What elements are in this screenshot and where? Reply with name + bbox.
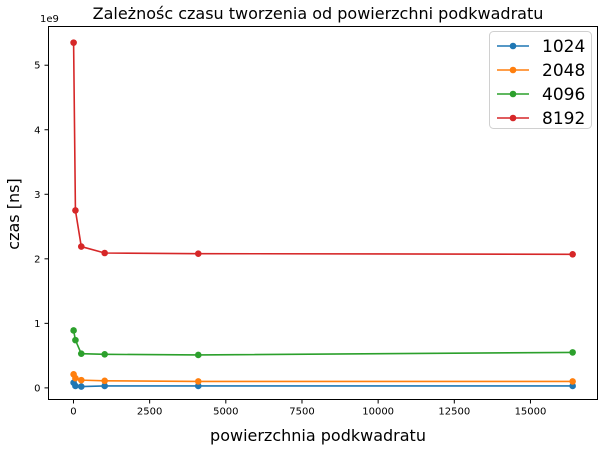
data-point-2048 [101, 377, 108, 385]
series-line-8192 [72, 42, 573, 256]
data-point-1024 [194, 382, 202, 390]
plot-frame [48, 26, 598, 400]
x-tick-label: 7500 [289, 407, 314, 418]
x-axis-label: powierzchnia podkwadratu [210, 426, 426, 445]
y-tick-label: 1 [34, 319, 40, 330]
data-point-4096 [72, 336, 79, 344]
data-point-2048 [77, 376, 85, 384]
data-point-8192 [194, 250, 202, 257]
x-tick-label: 2500 [137, 407, 162, 418]
legend: 1024 2048 4096 8192 [489, 31, 592, 129]
x-tick-label: 10000 [362, 407, 394, 418]
data-point-8192 [77, 243, 85, 250]
data-point-4096 [77, 350, 85, 357]
legend-swatch-marker [509, 114, 517, 122]
series-line-1024 [72, 382, 573, 388]
data-point-1024 [101, 382, 108, 390]
plot-area: 0 2500 5000 7500 10000 12500 15000 0 1 2 3 4 5 [34, 39, 576, 418]
data-point-8192 [569, 251, 576, 258]
data-point-4096 [101, 351, 108, 358]
legend-swatch-marker [509, 66, 517, 74]
legend-label: 4096 [542, 85, 585, 105]
x-tick-label: 0 [70, 407, 76, 418]
series-line-2048 [72, 373, 573, 383]
data-point-4096 [70, 327, 77, 334]
legend-label: 2048 [542, 61, 585, 81]
y-tick-label: 4 [34, 125, 40, 136]
y-tick-label: 5 [34, 61, 40, 72]
y-tick-label: 3 [34, 190, 40, 201]
data-point-8192 [72, 207, 79, 214]
x-tick-label: 15000 [515, 407, 547, 418]
data-point-4096 [569, 349, 576, 356]
legend-swatch-marker [509, 90, 517, 98]
y-tick-label: 2 [34, 254, 40, 265]
legend-swatch-marker [509, 42, 517, 50]
y-multiplier-label: 1e9 [40, 14, 59, 25]
series-line-4096 [72, 330, 573, 356]
x-tick-label: 5000 [213, 407, 238, 418]
data-point-1024 [569, 382, 576, 390]
x-tick-label: 12500 [438, 407, 470, 418]
data-point-2048 [72, 374, 79, 382]
data-point-8192 [101, 249, 108, 257]
data-point-1024 [72, 382, 79, 390]
data-point-2048 [569, 378, 576, 385]
legend-label: 1024 [542, 37, 585, 57]
data-point-2048 [194, 378, 202, 385]
data-point-8192 [70, 39, 77, 46]
chart-title: Zależnośc czasu tworzenia od powierzchni… [93, 4, 544, 23]
legend-label: 8192 [542, 109, 585, 129]
y-tick-label: 0 [34, 383, 40, 394]
data-point-4096 [194, 351, 202, 359]
data-point-1024 [77, 383, 85, 390]
legend-box [489, 31, 592, 129]
y-axis-label: czas [ns] [4, 178, 23, 249]
